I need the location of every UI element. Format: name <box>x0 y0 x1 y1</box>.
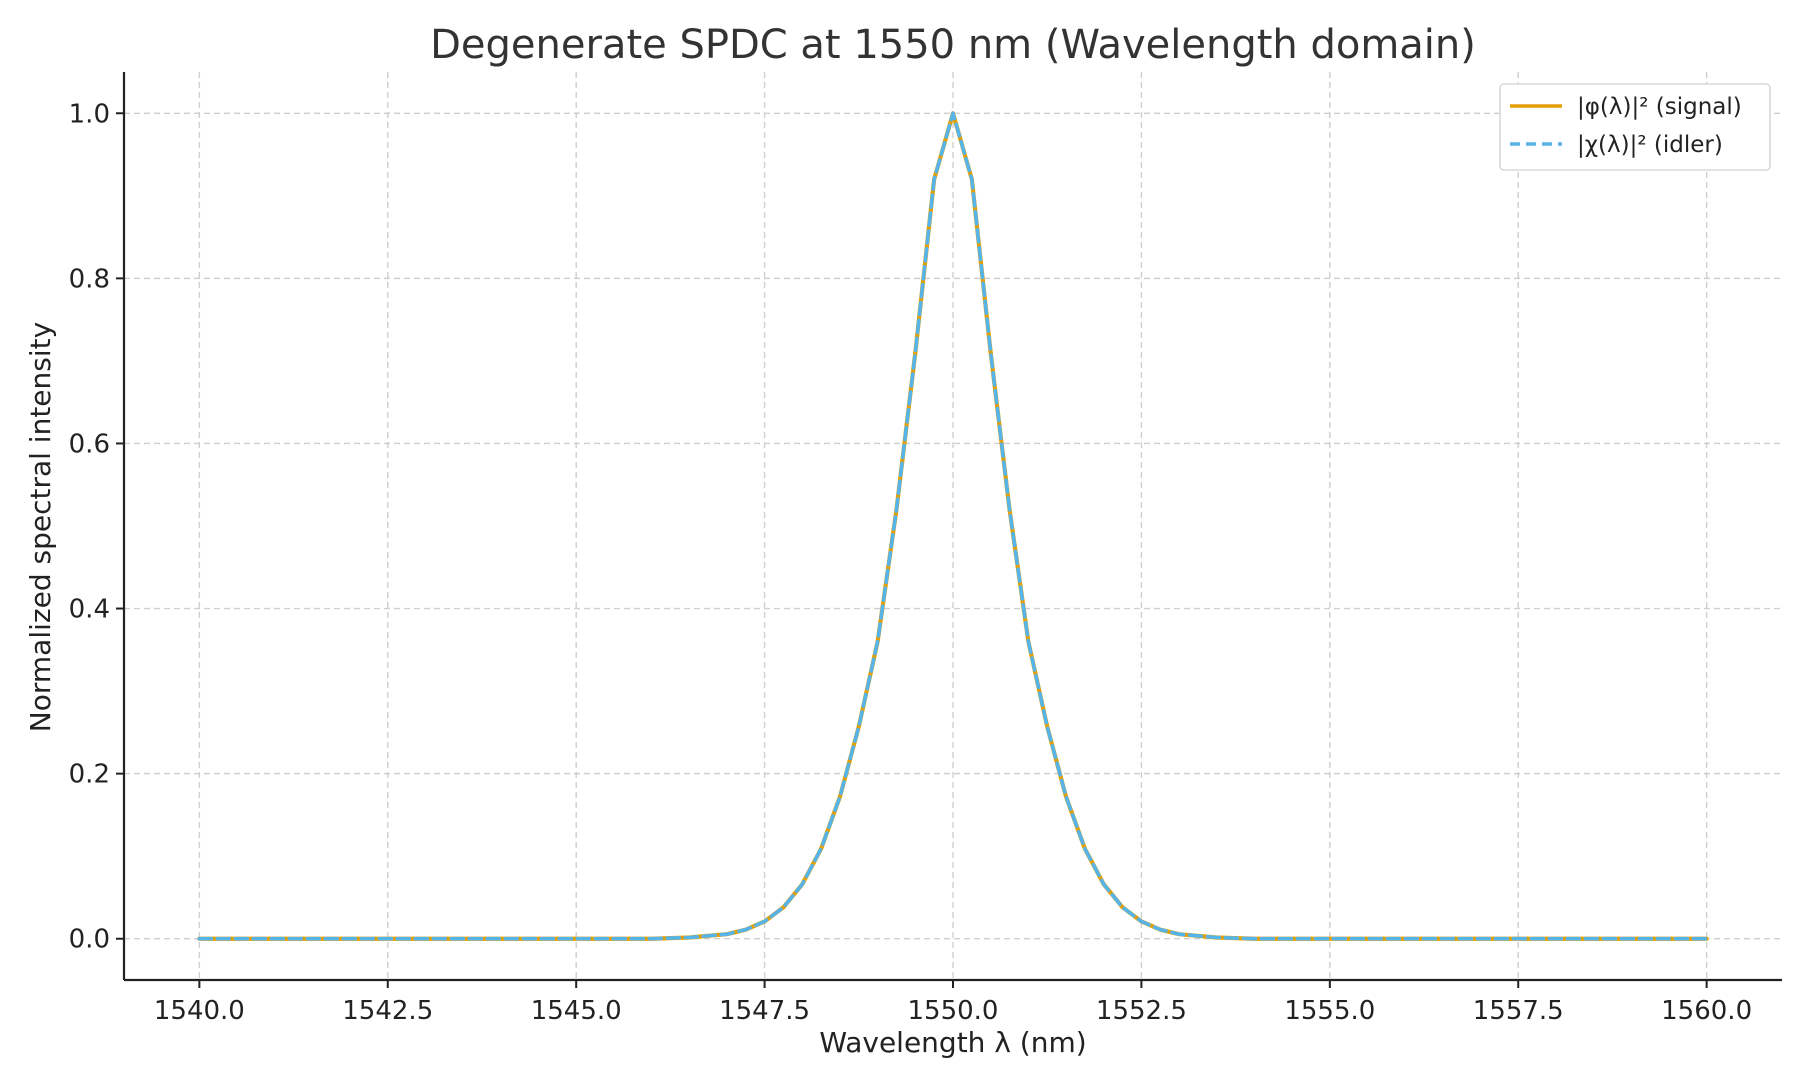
y-tick-label: 0.8 <box>69 264 110 294</box>
x-tick-label: 1557.5 <box>1473 996 1564 1026</box>
x-axis-label: Wavelength λ (nm) <box>819 1026 1086 1059</box>
x-tick-label: 1560.0 <box>1661 996 1752 1026</box>
legend: |φ(λ)|² (signal) |χ(λ)|² (idler) <box>1499 83 1771 171</box>
tick-labels: 1540.0 1542.5 1545.0 1547.5 1550.0 1552.5 1555… <box>69 99 1752 1026</box>
y-tick-label: 0.6 <box>69 429 110 459</box>
legend-signal-label: |φ(λ)|² (signal) <box>1577 94 1742 120</box>
x-tick-label: 1550.0 <box>908 996 999 1026</box>
axes <box>116 72 1782 988</box>
chart-title: Degenerate SPDC at 1550 nm (Wavelength d… <box>430 22 1476 68</box>
series-lines <box>197 111 1709 941</box>
y-tick-label: 0.0 <box>69 925 110 955</box>
legend-idler-label: |χ(λ)|² (idler) <box>1577 132 1723 158</box>
x-tick-label: 1555.0 <box>1284 996 1375 1026</box>
x-tick-label: 1552.5 <box>1096 996 1187 1026</box>
x-tick-label: 1542.5 <box>342 996 433 1026</box>
y-tick-label: 1.0 <box>69 99 110 129</box>
legend-box <box>1499 83 1771 171</box>
x-tick-label: 1545.0 <box>531 996 622 1026</box>
y-tick-label: 0.4 <box>69 595 110 625</box>
grid-lines <box>124 72 1782 980</box>
x-tick-label: 1540.0 <box>154 996 245 1026</box>
idler-series-line <box>197 111 1709 941</box>
x-tick-label: 1547.5 <box>719 996 810 1026</box>
y-axis-label: Normalized spectral intensity <box>24 322 57 732</box>
y-tick-label: 0.2 <box>69 760 110 790</box>
